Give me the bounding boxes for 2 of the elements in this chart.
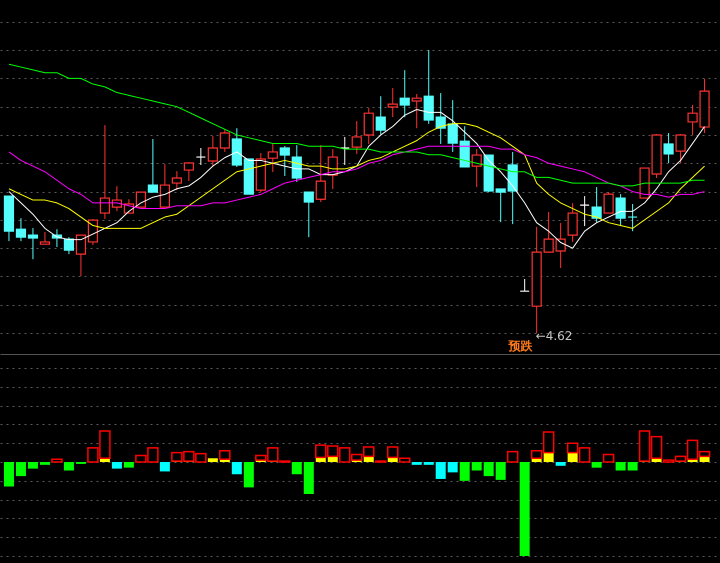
annotation: ←4.62 [536, 329, 572, 344]
text: 预跌 [508, 339, 534, 353]
